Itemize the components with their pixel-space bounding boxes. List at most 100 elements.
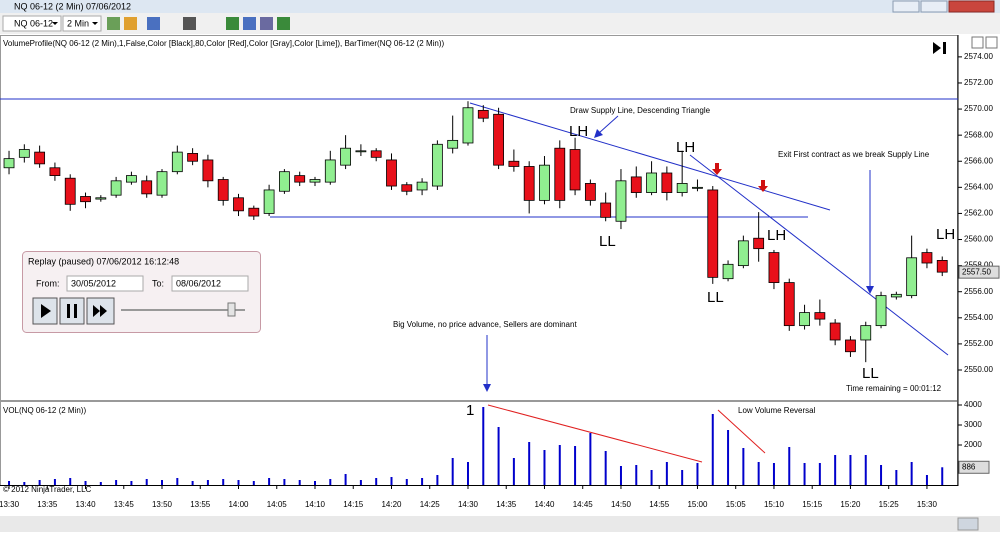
annotation: LL: [599, 233, 616, 250]
volume-annotation: Low Volume Reversal: [738, 406, 816, 415]
x-tick-label: 14:15: [343, 500, 364, 509]
y-tick-label: 2568.00: [964, 130, 993, 139]
candle-body: [661, 172, 673, 193]
red-arrows: [712, 163, 768, 192]
candle-body: [768, 252, 780, 283]
panel-button[interactable]: [971, 36, 984, 49]
candle-body: [18, 149, 30, 158]
x-tick-label: 13:30: [0, 500, 20, 509]
maximize-button[interactable]: [920, 0, 948, 13]
supply-line[interactable]: [689, 154, 949, 356]
candle-body: [799, 312, 810, 327]
go-to-end-icon[interactable]: [933, 42, 946, 54]
minimize-button[interactable]: [892, 0, 920, 13]
scrollbar[interactable]: [0, 516, 1000, 532]
x-tick-label: 15:10: [764, 500, 785, 509]
y-tick-label: 2572.00: [964, 78, 993, 87]
instrument-selector[interactable]: [2, 15, 62, 32]
candle-body: [737, 240, 749, 267]
y-tick-label: 2564.00: [964, 182, 993, 191]
panel-button[interactable]: [985, 36, 998, 49]
toolbar-icon[interactable]: [277, 17, 290, 30]
candle-body: [49, 167, 61, 176]
annotation: Time remaining = 00:01:12: [846, 384, 942, 393]
candle-body: [447, 139, 459, 149]
candle-body: [783, 282, 795, 327]
pause-icon: [67, 304, 77, 318]
candle-body: [171, 151, 183, 173]
annotation: LH: [767, 227, 786, 244]
last-price-tag: [958, 265, 1000, 279]
candle-body: [95, 197, 107, 200]
x-tick-label: 14:50: [611, 500, 632, 509]
toolbar-icons: [107, 17, 290, 30]
to-date: 08/06/2012: [176, 278, 221, 288]
y-tick-label: 2554.00: [964, 313, 993, 322]
arrow: [598, 115, 619, 134]
candle-body: [508, 160, 520, 167]
replay-panel: Replay (paused) 07/06/2012 16:12:48 From…: [22, 251, 261, 333]
volume-last-label: 886: [962, 462, 976, 471]
annotation: Exit First contract as we break Supply L…: [778, 150, 930, 159]
candle-body: [906, 257, 918, 297]
close-button[interactable]: [948, 0, 995, 13]
volume-trend-lines: [487, 404, 766, 463]
annotation: Draw Supply Line, Descending Triangle: [570, 106, 711, 115]
toolbar-icon[interactable]: [147, 17, 160, 30]
candle-body: [875, 295, 887, 327]
candle-body: [845, 339, 856, 353]
candle-body: [600, 202, 612, 218]
candle-body: [615, 180, 627, 222]
y-tick-label: 2566.00: [964, 156, 993, 165]
from-date-input[interactable]: [66, 275, 144, 292]
instrument: NQ 06-12: [14, 18, 53, 28]
candle-body: [309, 179, 321, 183]
x-tick-label: 14:40: [534, 500, 555, 509]
pause-button[interactable]: [59, 297, 85, 325]
scroll-thumb[interactable]: [957, 517, 979, 531]
candle-body: [294, 175, 306, 183]
annotation: LH: [569, 123, 588, 140]
to-date-input[interactable]: [171, 275, 249, 292]
x-tick-label: 15:25: [879, 500, 900, 509]
candle-body: [126, 175, 137, 183]
candle-body: [829, 322, 841, 341]
y-tick-label: 2556.00: [964, 287, 993, 296]
annotation: LL: [862, 365, 879, 382]
from-date: 30/05/2012: [71, 278, 116, 288]
interval-selector[interactable]: [62, 15, 102, 32]
x-tick-label: 13:35: [37, 500, 58, 509]
candle-body: [110, 180, 122, 196]
toolbar-icon[interactable]: [243, 17, 256, 30]
candle-body: [890, 293, 902, 298]
play-icon: [41, 304, 51, 318]
slider-thumb[interactable]: [227, 302, 236, 317]
x-tick-label: 14:45: [573, 500, 594, 509]
candle-body: [141, 180, 153, 195]
candle-body: [707, 189, 719, 278]
supply-line[interactable]: [469, 102, 831, 211]
x-tick-label: 14:55: [649, 500, 670, 509]
x-tick-label: 13:50: [152, 500, 173, 509]
candle-body: [156, 171, 168, 196]
candle-body: [722, 263, 734, 280]
candle-body: [80, 196, 91, 203]
candle-body: [462, 107, 474, 144]
x-tick-label: 15:20: [840, 500, 861, 509]
candle-body: [248, 207, 260, 217]
toolbar-icon[interactable]: [107, 17, 120, 30]
candle-body: [355, 150, 367, 153]
candle-body: [936, 260, 948, 273]
y-tick-label: 2570.00: [964, 104, 993, 113]
toolbar-icon[interactable]: [226, 17, 239, 30]
candle-body: [431, 143, 443, 187]
annotation: LH: [676, 139, 695, 156]
toolbar-icon[interactable]: [124, 17, 137, 30]
toolbar-icon[interactable]: [183, 17, 196, 30]
toolbar-icon[interactable]: [260, 17, 273, 30]
x-tick-label: 15:00: [687, 500, 708, 509]
candle-body: [324, 159, 336, 183]
y-tick-label: 2562.00: [964, 209, 993, 218]
candle-body: [233, 197, 244, 212]
